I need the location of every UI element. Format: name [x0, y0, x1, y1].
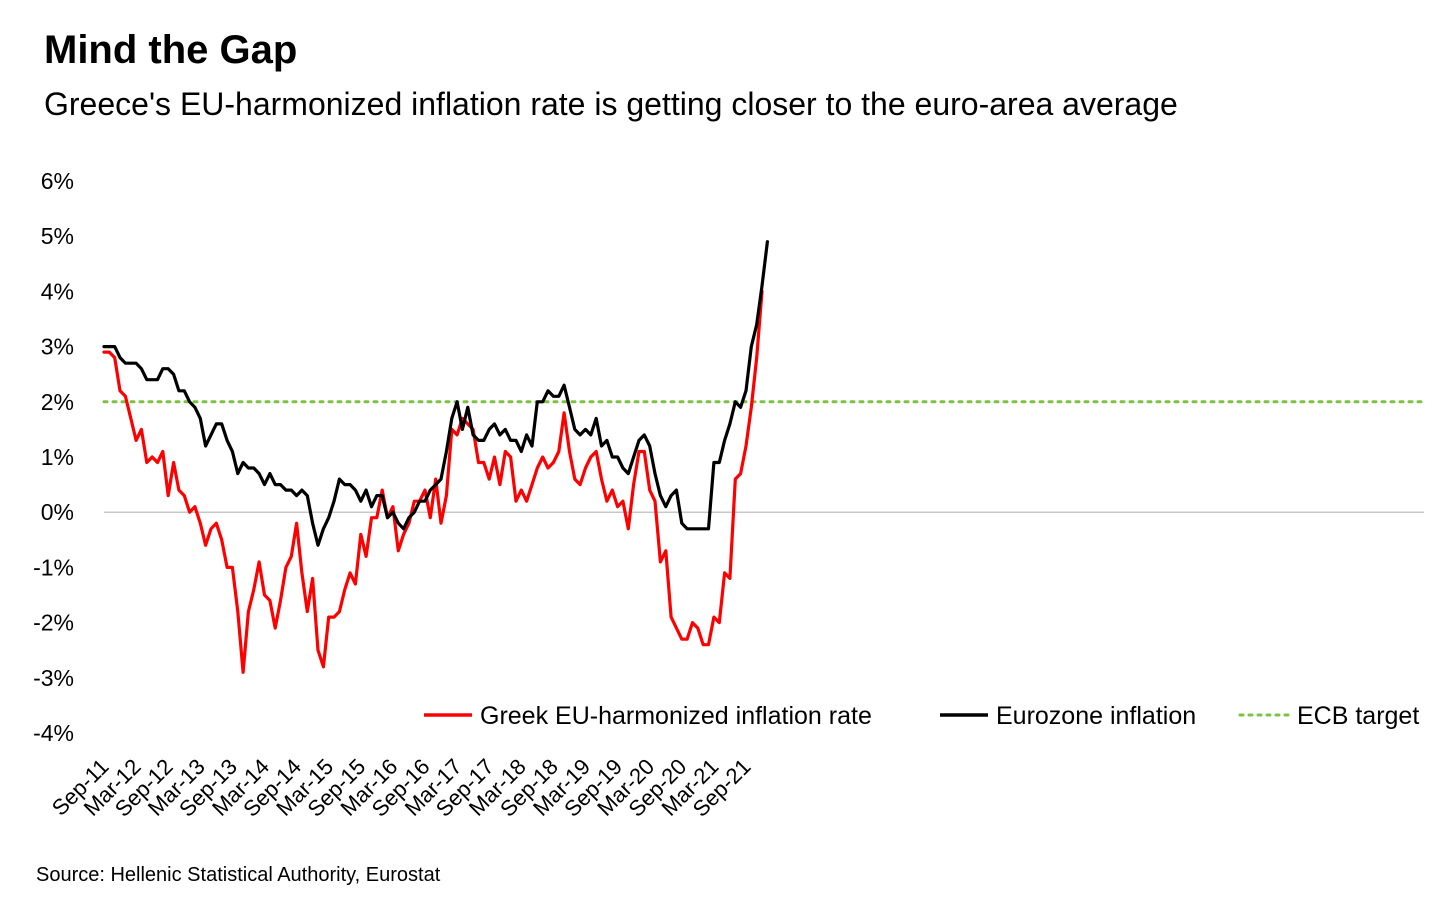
chart-title: Mind the Gap: [44, 28, 298, 72]
x-axis: Sep-11Mar-12Sep-12Mar-13Sep-13Mar-14Sep-…: [47, 754, 756, 822]
series-layer: [102, 240, 1426, 674]
y-tick-label: 3%: [41, 334, 74, 360]
legend: Greek EU-harmonized inflation rate Eurozo…: [424, 702, 1419, 730]
y-tick-label: -3%: [33, 665, 74, 691]
chart-subtitle: Greece's EU-harmonized inflation rate is…: [44, 86, 1178, 122]
y-tick-label: 1%: [41, 444, 74, 470]
y-tick-label: 2%: [41, 389, 74, 415]
y-tick-label: -1%: [33, 554, 74, 580]
y-tick-label: 6%: [41, 168, 74, 194]
legend-label-ecb: ECB target: [1297, 702, 1419, 730]
eurozone-inflation-line: [102, 240, 770, 547]
legend-label-greek: Greek EU-harmonized inflation rate: [480, 702, 872, 730]
source-note: Source: Hellenic Statistical Authority, …: [36, 864, 441, 886]
y-tick-label: 0%: [41, 499, 74, 525]
legend-label-eurozone: Eurozone inflation: [996, 702, 1196, 730]
y-tick-label: -4%: [33, 720, 74, 746]
y-tick-label: 5%: [41, 223, 74, 249]
greek-inflation-line: [102, 289, 764, 674]
y-tick-label: 4%: [41, 278, 74, 304]
y-axis: 6% 5% 4% 3% 2% 1% 0% -1% -2% -3% -4%: [33, 168, 74, 746]
y-tick-label: -2%: [33, 610, 74, 636]
